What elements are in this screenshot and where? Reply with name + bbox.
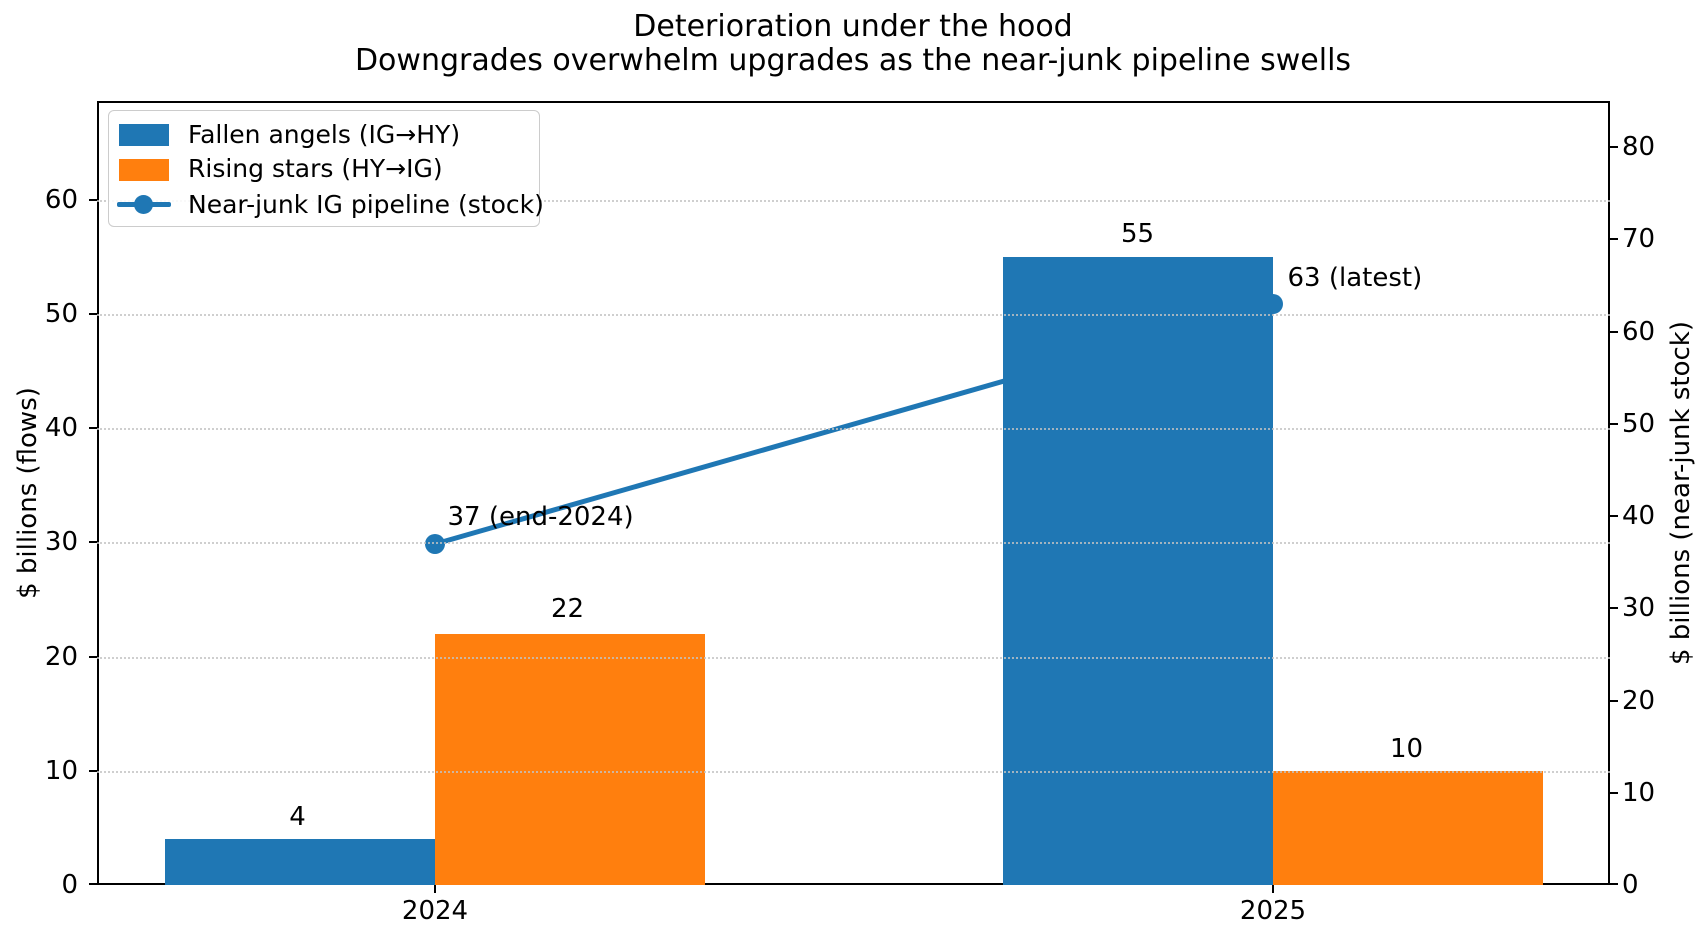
plot-inner: 4 22 55 10 37 (end-2024) 63 (latest) <box>96 101 1610 885</box>
line-marker-2024 <box>424 533 445 554</box>
bar-fallen-angels-2024 <box>164 838 435 885</box>
left-axis-label: $ billions (flows) <box>13 387 43 599</box>
right-tick-50: 50 <box>1622 409 1656 439</box>
legend-label-fallen-angels: Fallen angels (IG→HY) <box>188 120 461 149</box>
right-tick-60: 60 <box>1622 317 1656 347</box>
annotation-pipeline-2024: 37 (end-2024) <box>447 501 634 532</box>
right-tickmark-40 <box>1610 515 1618 517</box>
right-tickmark-80 <box>1610 146 1618 148</box>
left-tick-20: 20 <box>44 642 78 672</box>
bar-value-fallen-angels-2025: 55 <box>1120 218 1155 249</box>
left-tickmark-50 <box>89 313 97 315</box>
x-tickmark-2024 <box>434 885 436 893</box>
bar-fallen-angels-2025 <box>1002 256 1273 885</box>
chart-subtitle: Downgrades overwhelm upgrades as the nea… <box>354 43 1352 78</box>
left-tickmark-30 <box>89 541 97 543</box>
right-tick-0: 0 <box>1622 870 1639 900</box>
left-tickmark-60 <box>89 199 97 201</box>
legend-label-pipeline: Near-junk IG pipeline (stock) <box>188 190 544 219</box>
bar-value-fallen-angels-2024: 4 <box>289 801 306 832</box>
right-tickmark-60 <box>1610 331 1618 333</box>
right-tick-30: 30 <box>1622 593 1656 623</box>
x-tick-2024: 2024 <box>401 896 469 926</box>
right-tickmark-30 <box>1610 607 1618 609</box>
left-tick-10: 10 <box>44 756 78 786</box>
right-tick-20: 20 <box>1622 686 1656 716</box>
bar-value-rising-stars-2025: 10 <box>1389 733 1424 764</box>
plot-area: 4 22 55 10 37 (end-2024) 63 (latest) <box>96 101 1610 885</box>
x-tickmark-2025 <box>1272 885 1274 893</box>
left-tickmark-0 <box>89 883 97 885</box>
right-tick-70: 70 <box>1622 224 1656 254</box>
bar-value-rising-stars-2024: 22 <box>550 593 585 624</box>
right-tickmark-50 <box>1610 423 1618 425</box>
left-tick-0: 0 <box>61 870 78 900</box>
bar-rising-stars-2024 <box>434 633 705 885</box>
right-tick-40: 40 <box>1622 501 1656 531</box>
legend: Fallen angels (IG→HY) Rising stars (HY→I… <box>108 110 544 227</box>
x-tick-2025: 2025 <box>1239 896 1307 926</box>
right-tickmark-70 <box>1610 238 1618 240</box>
chart-title: Deterioration under the hood <box>633 9 1073 44</box>
right-tick-80: 80 <box>1622 132 1656 162</box>
right-axis-label: $ billions (near-junk stock) <box>1666 320 1696 666</box>
left-tickmark-40 <box>89 427 97 429</box>
legend-line-marker-icon <box>134 195 153 214</box>
left-tick-40: 40 <box>44 413 78 443</box>
left-tick-60: 60 <box>44 185 78 215</box>
left-tick-50: 50 <box>44 299 78 329</box>
legend-swatch-fallen-angels <box>119 124 169 146</box>
left-tickmark-10 <box>89 770 97 772</box>
bar-rising-stars-2025 <box>1272 770 1543 885</box>
annotation-pipeline-latest: 63 (latest) <box>1287 262 1423 293</box>
left-tickmark-20 <box>89 656 97 658</box>
right-tick-10: 10 <box>1622 778 1656 808</box>
right-tickmark-0 <box>1610 883 1618 885</box>
left-tick-30: 30 <box>44 527 78 557</box>
legend-swatch-rising-stars <box>119 159 169 181</box>
legend-label-rising-stars: Rising stars (HY→IG) <box>188 154 443 183</box>
right-tickmark-10 <box>1610 792 1618 794</box>
right-tickmark-20 <box>1610 700 1618 702</box>
